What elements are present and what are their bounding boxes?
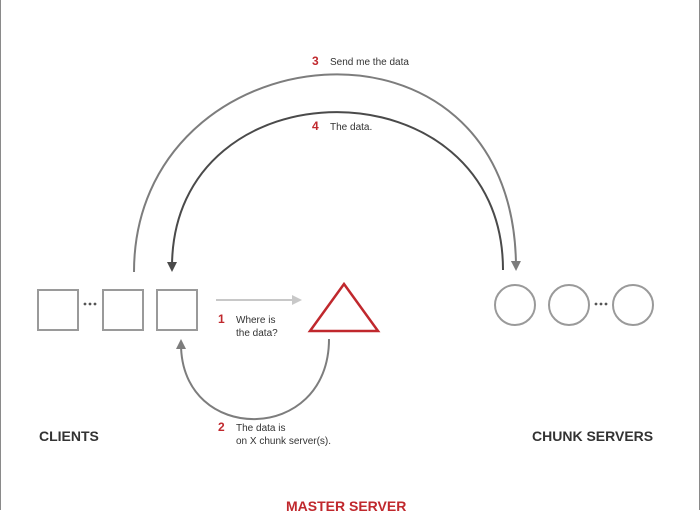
step-1-text-line-2: the data?	[236, 328, 278, 339]
master-server-label: MASTER SERVER	[286, 498, 407, 514]
client-node-1	[37, 289, 79, 331]
client-node-2	[102, 289, 144, 331]
chunk-server-node-3	[612, 284, 654, 326]
step-2-number: 2	[218, 420, 225, 434]
step-1-text-line-1: Where is	[236, 315, 276, 326]
arrow-step-4	[167, 111, 504, 272]
arrow-step-2	[176, 338, 330, 421]
arrow-step-3	[133, 73, 521, 273]
step-4-number: 4	[312, 119, 319, 133]
frame-left-border	[0, 0, 1, 510]
client-ellipsis-icon	[83, 302, 97, 306]
client-node-3	[156, 289, 198, 331]
chunk-server-ellipsis-icon	[594, 302, 608, 306]
chunk-server-node-2	[548, 284, 590, 326]
step-3-text: Send me the data	[330, 57, 409, 68]
chunk-server-node-1	[494, 284, 536, 326]
step-2-text-line-1: The data is	[236, 423, 286, 434]
step-2-text-line-2: on X chunk server(s).	[236, 436, 332, 447]
chunk-servers-label: CHUNK SERVERS	[532, 428, 654, 444]
clients-label: CLIENTS	[39, 428, 99, 444]
step-4-text: The data.	[330, 122, 373, 133]
master-server-node	[307, 281, 381, 333]
step-3-number: 3	[312, 54, 319, 68]
step-1-number: 1	[218, 312, 225, 326]
